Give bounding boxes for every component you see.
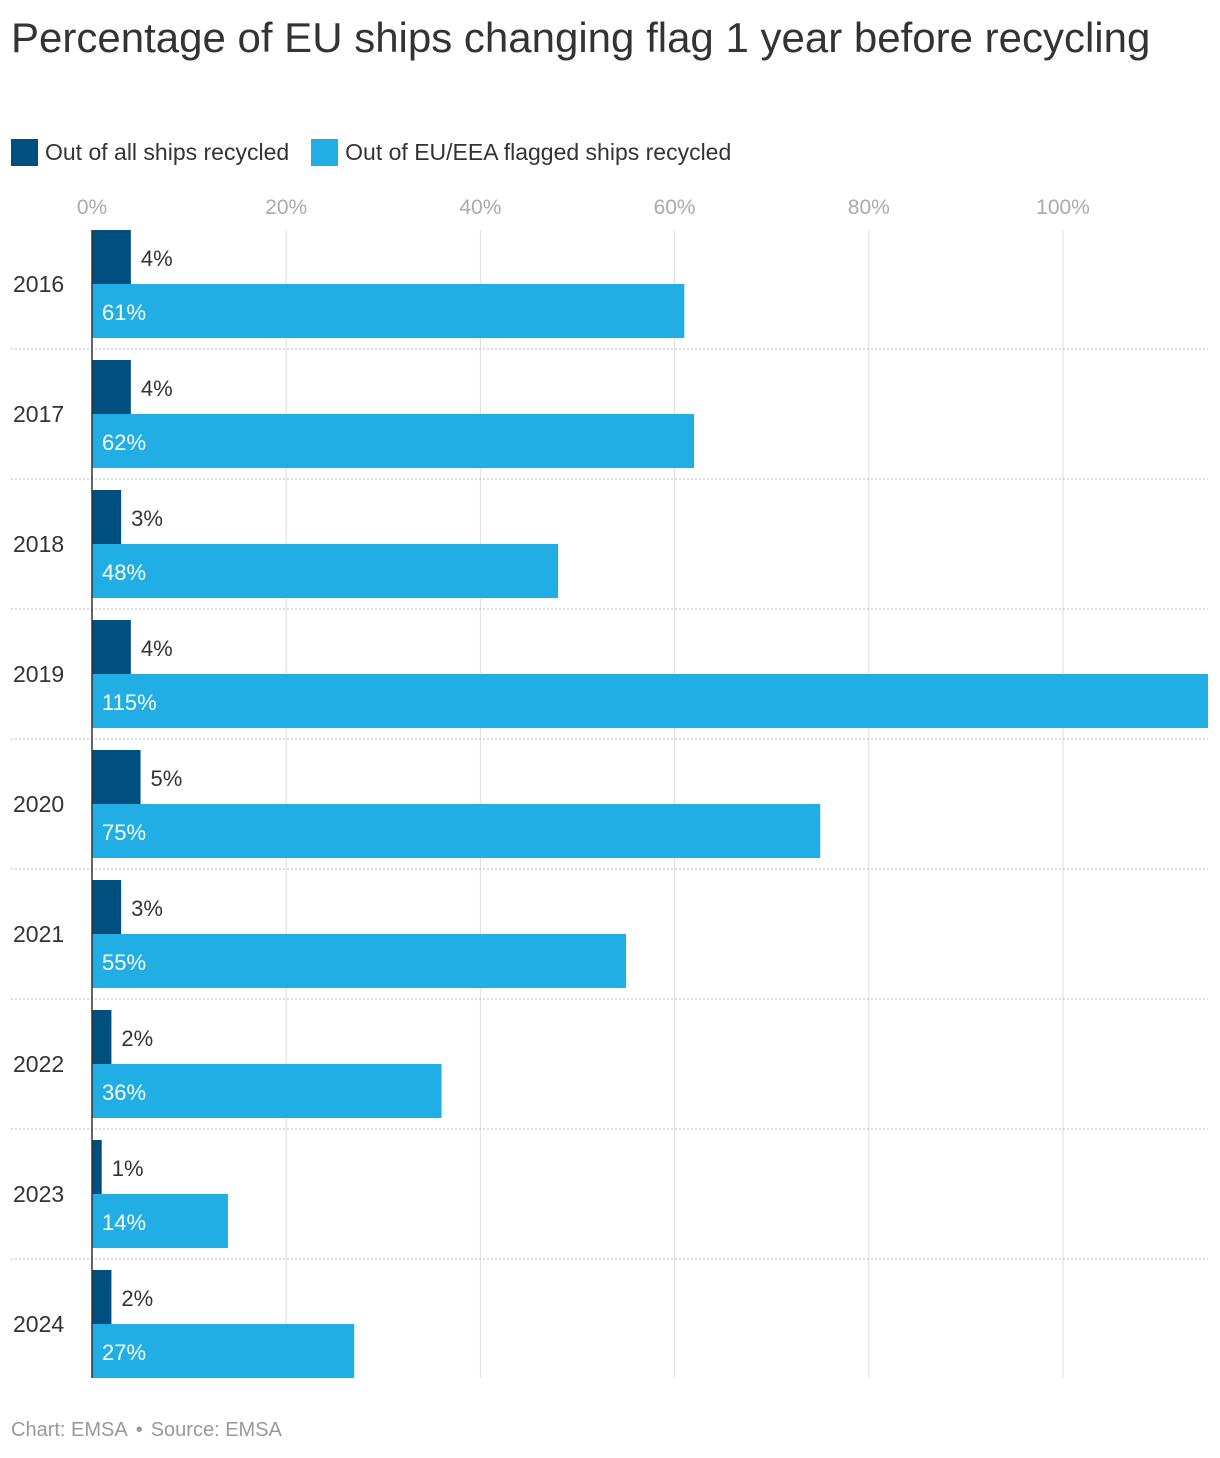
- data-label-eu-ships: 75%: [102, 820, 146, 845]
- x-tick-label: 20%: [265, 196, 307, 219]
- legend-swatch-all-ships: [11, 138, 38, 166]
- legend-label-all-ships: Out of all ships recycled: [45, 138, 290, 165]
- x-tick-label: 40%: [459, 196, 501, 219]
- data-label-all-ships: 2%: [121, 1026, 153, 1051]
- data-label-eu-ships: 36%: [102, 1080, 146, 1105]
- legend-item-eu-ships: Out of EU/EEA flagged ships recycled: [311, 138, 732, 166]
- footer-separator: •: [135, 1419, 143, 1441]
- category-label: 2020: [13, 791, 64, 817]
- bar-eu-ships: [92, 544, 559, 598]
- x-tick-label: 0%: [77, 196, 107, 219]
- data-label-eu-ships: 27%: [102, 1340, 146, 1365]
- category-label: 2017: [13, 401, 64, 427]
- bar-all-ships: [92, 490, 122, 544]
- bar-all-ships: [92, 360, 131, 414]
- bar-eu-ships: [92, 804, 821, 858]
- bar-all-ships: [92, 1010, 112, 1064]
- category-label: 2021: [13, 921, 64, 947]
- data-label-all-ships: 4%: [141, 376, 173, 401]
- bar-eu-ships: [92, 934, 627, 988]
- bar-all-ships: [92, 230, 131, 284]
- data-label-all-ships: 4%: [141, 636, 173, 661]
- data-label-all-ships: 5%: [151, 766, 183, 791]
- chart-source: Source: EMSA: [150, 1419, 282, 1441]
- x-tick-label: 80%: [848, 196, 890, 219]
- x-tick-label: 60%: [654, 196, 696, 219]
- bar-eu-ships: [92, 284, 685, 338]
- legend-swatch-eu-ships: [311, 138, 339, 166]
- category-label: 2023: [13, 1181, 64, 1207]
- chart-footer: Chart: EMSA • Source: EMSA: [11, 1419, 282, 1442]
- data-label-eu-ships: 14%: [102, 1210, 146, 1235]
- data-label-all-ships: 3%: [131, 896, 163, 921]
- legend-label-eu-ships: Out of EU/EEA flagged ships recycled: [345, 138, 732, 165]
- data-label-eu-ships: 61%: [102, 300, 146, 325]
- data-label-all-ships: 2%: [121, 1286, 153, 1311]
- bar-all-ships: [92, 1140, 102, 1194]
- category-label: 2019: [13, 661, 64, 687]
- bar-eu-ships: [92, 674, 1208, 728]
- category-label: 2018: [13, 531, 64, 557]
- category-label: 2016: [13, 271, 64, 297]
- data-label-all-ships: 4%: [141, 246, 173, 271]
- bar-all-ships: [92, 620, 131, 674]
- x-tick-label: 100%: [1036, 196, 1090, 219]
- bar-eu-ships: [92, 1064, 442, 1118]
- bar-eu-ships: [92, 1194, 228, 1248]
- bar-all-ships: [92, 750, 141, 804]
- data-label-eu-ships: 62%: [102, 430, 146, 455]
- bar-eu-ships: [92, 1324, 355, 1378]
- category-label: 2022: [13, 1051, 64, 1077]
- bar-all-ships: [92, 880, 122, 934]
- bar-all-ships: [92, 1270, 112, 1324]
- data-label-eu-ships: 115%: [102, 690, 157, 715]
- data-label-all-ships: 3%: [131, 506, 163, 531]
- legend: Out of all ships recycled Out of EU/EEA …: [11, 136, 753, 168]
- chart-title: Percentage of EU ships changing flag 1 y…: [11, 14, 1151, 61]
- legend-item-all-ships: Out of all ships recycled: [11, 138, 290, 166]
- data-label-eu-ships: 55%: [102, 950, 146, 975]
- bar-eu-ships: [92, 414, 695, 468]
- category-label: 2024: [13, 1311, 64, 1337]
- chart-credit: Chart: EMSA: [11, 1419, 128, 1441]
- data-label-eu-ships: 48%: [102, 560, 146, 585]
- data-label-all-ships: 1%: [112, 1156, 144, 1181]
